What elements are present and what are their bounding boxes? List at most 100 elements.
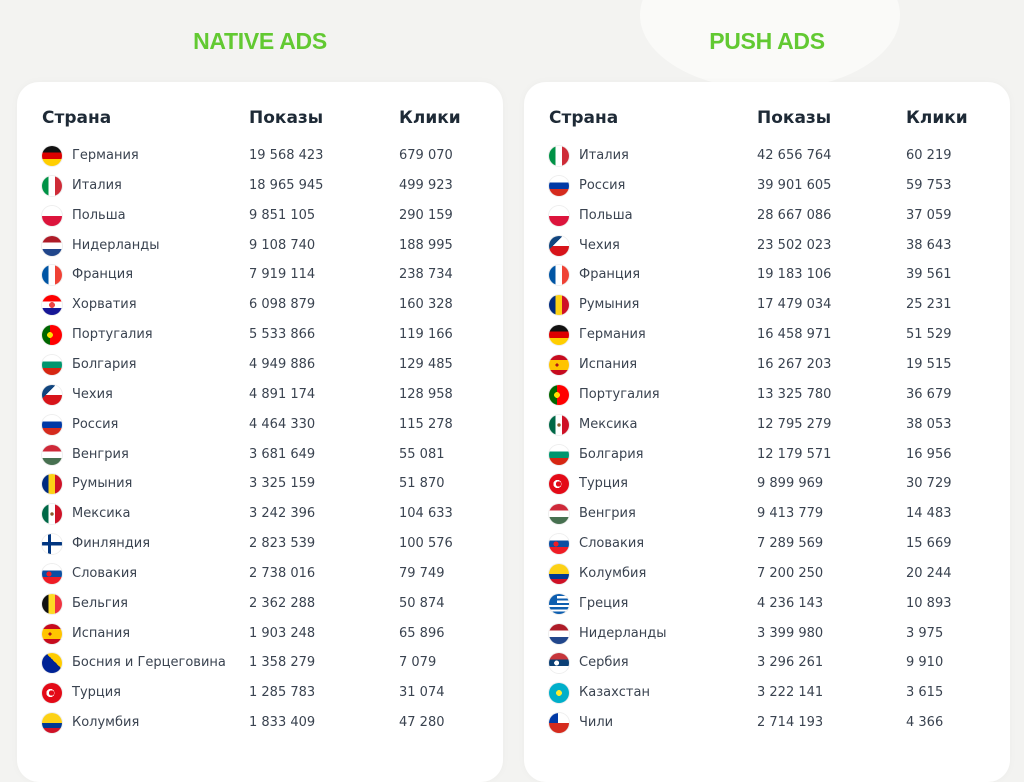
- header-country: Страна: [42, 108, 112, 128]
- flag-kz-icon: [549, 683, 569, 704]
- impressions-value: 2 738 016: [249, 565, 316, 581]
- table-row: Финляндия 2 823 539 100 576: [17, 532, 503, 556]
- header-clicks: Клики: [399, 108, 461, 128]
- impressions-value: 3 325 159: [249, 476, 316, 492]
- country-name: Италия: [72, 177, 122, 193]
- impressions-value: 2 362 288: [249, 595, 316, 611]
- clicks-value: 499 923: [399, 177, 453, 193]
- table-row: Португалия 5 533 866 119 166: [17, 323, 503, 347]
- flag-it-icon: [549, 146, 569, 166]
- table-row: Болгария 12 179 571 16 956: [524, 443, 1010, 467]
- push-ads-table: Страна Показы Клики Италия 42 656 764 60 2…: [524, 82, 1010, 782]
- table-row: Турция 9 899 969 30 729: [524, 472, 1010, 496]
- clicks-value: 36 679: [906, 386, 952, 402]
- impressions-value: 1 285 783: [249, 685, 316, 701]
- impressions-value: 9 851 105: [249, 207, 316, 223]
- table-row: Словакия 2 738 016 79 749: [17, 562, 503, 586]
- clicks-value: 60 219: [906, 148, 952, 163]
- country-name: Чехия: [579, 237, 620, 253]
- table-row: Германия 19 568 423 679 070: [17, 144, 503, 168]
- country-name: Испания: [72, 625, 131, 641]
- clicks-value: 7 079: [399, 655, 437, 671]
- country-name: Нидерланды: [579, 625, 667, 641]
- country-name: Франция: [579, 267, 641, 283]
- impressions-value: 4 891 174: [249, 386, 316, 402]
- country-name: Чехия: [72, 386, 113, 402]
- flag-co-icon: [42, 713, 62, 734]
- table-row: Франция 7 919 114 238 734: [17, 263, 503, 287]
- flag-gr-icon: [549, 593, 569, 614]
- table-row: Босния и Герцеговина 1 358 279 7 079: [17, 651, 503, 675]
- table-row: Венгрия 3 681 649 55 081: [17, 443, 503, 467]
- impressions-value: 17 479 034: [757, 297, 832, 313]
- country-name: Колумбия: [72, 715, 140, 731]
- clicks-value: 160 328: [399, 297, 453, 313]
- table-row: Нидерланды 9 108 740 188 995: [17, 234, 503, 258]
- table-row: Греция 4 236 143 10 893: [524, 592, 1010, 616]
- clicks-value: 290 159: [399, 207, 453, 223]
- flag-cz-icon: [549, 235, 569, 256]
- clicks-value: 79 749: [399, 565, 445, 581]
- flag-fr-icon: [549, 265, 569, 286]
- country-name: Турция: [579, 476, 629, 492]
- table-row: Венгрия 9 413 779 14 483: [524, 502, 1010, 526]
- country-name: Греция: [579, 595, 629, 611]
- clicks-value: 129 485: [399, 356, 453, 372]
- impressions-value: 2 714 193: [757, 715, 824, 731]
- clicks-value: 39 561: [906, 267, 952, 283]
- flag-fi-icon: [42, 534, 62, 555]
- clicks-value: 55 081: [399, 446, 445, 462]
- flag-ro-icon: [42, 474, 62, 495]
- push-ads-title: PUSH ADS: [709, 28, 825, 54]
- flag-be-icon: [42, 593, 62, 614]
- country-name: Россия: [72, 416, 119, 432]
- impressions-value: 9 899 969: [757, 476, 824, 492]
- clicks-value: 30 729: [906, 476, 952, 492]
- table-row: Казахстан 3 222 141 3 615: [524, 681, 1010, 705]
- country-name: Германия: [72, 148, 139, 163]
- country-name: Мексика: [72, 506, 131, 522]
- impressions-value: 7 200 250: [757, 565, 824, 581]
- clicks-value: 128 958: [399, 386, 453, 402]
- clicks-value: 10 893: [906, 595, 952, 611]
- table-row: Румыния 3 325 159 51 870: [17, 472, 503, 496]
- table-row: Мексика 3 242 396 104 633: [17, 502, 503, 526]
- country-name: Словакия: [579, 536, 645, 552]
- clicks-value: 14 483: [906, 506, 952, 522]
- clicks-value: 38 643: [906, 237, 952, 253]
- impressions-value: 4 464 330: [249, 416, 316, 432]
- clicks-value: 19 515: [906, 356, 952, 372]
- flag-tr-icon: [42, 683, 62, 704]
- header-impressions: Показы: [249, 108, 324, 128]
- table-row: Испания 1 903 248 65 896: [17, 622, 503, 646]
- country-name: Чили: [579, 715, 614, 731]
- clicks-value: 59 753: [906, 177, 952, 193]
- table-row: Польша 28 667 086 37 059: [524, 204, 1010, 228]
- country-name: Венгрия: [72, 446, 129, 462]
- flag-cz-icon: [42, 384, 62, 405]
- header-impressions: Показы: [757, 108, 832, 128]
- country-name: Сербия: [579, 655, 629, 671]
- clicks-value: 238 734: [399, 267, 453, 283]
- table-row: Сербия 3 296 261 9 910: [524, 651, 1010, 675]
- clicks-value: 679 070: [399, 148, 453, 163]
- impressions-value: 39 901 605: [757, 177, 832, 193]
- country-name: Болгария: [579, 446, 644, 462]
- impressions-value: 18 965 945: [249, 177, 324, 193]
- flag-nl-icon: [42, 235, 62, 256]
- impressions-value: 7 289 569: [757, 536, 824, 552]
- impressions-value: 19 183 106: [757, 267, 832, 283]
- impressions-value: 16 267 203: [757, 356, 832, 372]
- impressions-value: 5 533 866: [249, 327, 316, 343]
- clicks-value: 9 910: [906, 655, 944, 671]
- country-name: Португалия: [579, 386, 660, 402]
- table-row: Нидерланды 3 399 980 3 975: [524, 622, 1010, 646]
- clicks-value: 37 059: [906, 207, 952, 223]
- impressions-value: 13 325 780: [757, 386, 832, 402]
- country-name: Португалия: [72, 327, 153, 343]
- country-name: Румыния: [579, 297, 640, 313]
- table-row: Румыния 17 479 034 25 231: [524, 293, 1010, 317]
- clicks-value: 4 366: [906, 715, 944, 731]
- flag-nl-icon: [549, 623, 569, 644]
- impressions-value: 28 667 086: [757, 207, 832, 223]
